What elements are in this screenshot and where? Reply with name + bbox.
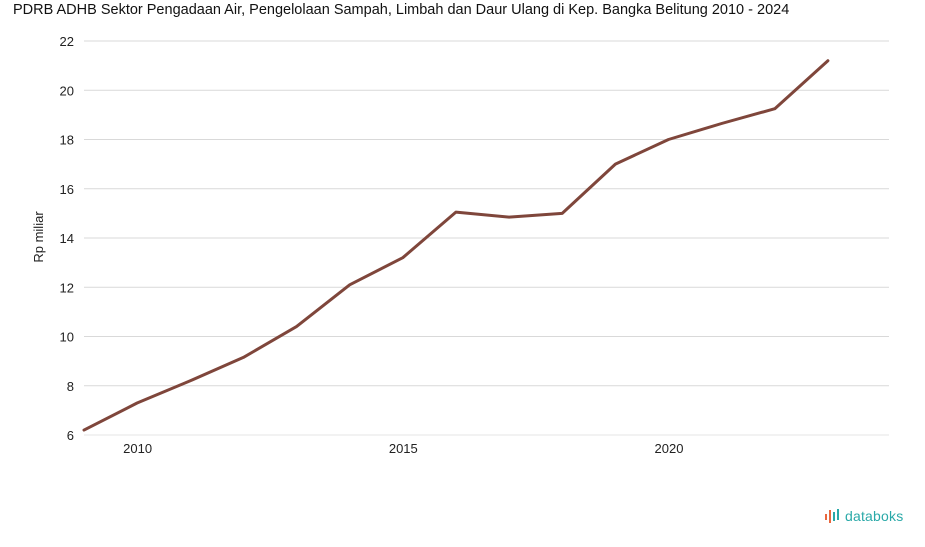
data-point[interactable] (505, 213, 513, 221)
data-point[interactable] (824, 57, 832, 65)
data-point[interactable] (293, 323, 301, 331)
series-line[interactable] (82, 59, 830, 432)
y-tick-label: 12 (60, 280, 74, 295)
data-point[interactable] (558, 209, 566, 217)
data-point[interactable] (452, 208, 460, 216)
y-tick-label: 10 (60, 330, 74, 345)
data-point[interactable] (239, 353, 247, 361)
data-point[interactable] (611, 160, 619, 168)
y-axis-ticks: 6 8 10 12 14 16 18 20 22 (60, 34, 74, 443)
x-tick-label: 2010 (123, 441, 152, 456)
series-group (80, 57, 832, 434)
databoks-bars-icon (825, 509, 839, 523)
gridlines (84, 40, 889, 436)
data-point[interactable] (133, 399, 141, 407)
data-point[interactable] (771, 105, 779, 113)
y-tick-label: 16 (60, 182, 74, 197)
y-axis-label: Rp miliar (31, 211, 46, 263)
y-tick-label: 14 (60, 231, 74, 246)
data-point[interactable] (399, 254, 407, 262)
x-axis-ticks: 2010 2015 2020 (123, 441, 683, 456)
chart-title: PDRB ADHB Sektor Pengadaan Air, Pengelol… (13, 2, 790, 18)
x-tick-label: 2015 (389, 441, 418, 456)
data-point[interactable] (186, 377, 194, 385)
y-tick-label: 8 (67, 379, 74, 394)
data-point[interactable] (718, 119, 726, 127)
data-point[interactable] (80, 426, 88, 434)
y-tick-label: 18 (60, 133, 74, 148)
databoks-wordmark: databoks (845, 508, 904, 524)
y-tick-label: 22 (60, 34, 74, 49)
y-tick-label: 20 (60, 83, 74, 98)
databoks-logo[interactable]: databoks (824, 508, 903, 524)
y-tick-label: 6 (67, 428, 74, 443)
data-point[interactable] (346, 281, 354, 289)
x-tick-label: 2020 (655, 441, 684, 456)
data-point[interactable] (664, 136, 672, 144)
